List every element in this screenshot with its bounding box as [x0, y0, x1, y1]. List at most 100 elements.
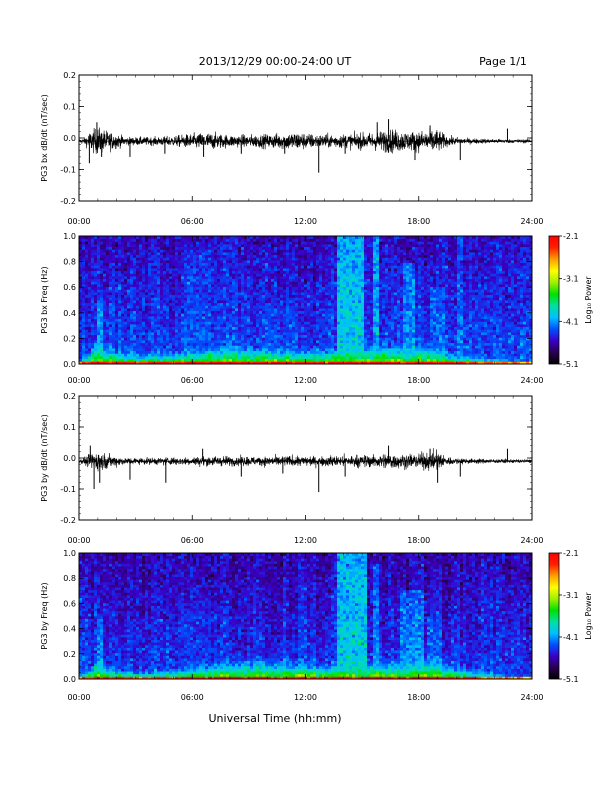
spectrogram-cell: [160, 334, 164, 338]
spectrogram-cell: [190, 332, 194, 336]
spectrogram-cell: [268, 246, 272, 250]
spectrogram-cell: [379, 278, 383, 282]
spectrogram-cell: [373, 318, 377, 322]
spectrogram-cell: [238, 284, 242, 288]
spectrogram-cell: [127, 273, 131, 277]
spectrogram-cell: [229, 292, 233, 296]
spectrogram-cell: [331, 297, 335, 301]
spectrogram-cell: [208, 257, 212, 261]
spectrogram-cell: [139, 361, 143, 365]
spectrogram-cell: [325, 260, 329, 264]
spectrogram-cell: [175, 273, 179, 277]
spectrogram-cell: [295, 292, 299, 296]
spectrogram-cell: [307, 316, 311, 320]
spectrogram-cell: [328, 337, 332, 341]
spectrogram-cell: [301, 260, 305, 264]
spectrogram-cell: [364, 324, 368, 328]
spectrogram-cell: [358, 270, 362, 274]
spectrogram-cell: [103, 260, 107, 264]
spectrogram-cell: [325, 278, 329, 282]
spectrogram-cell: [85, 348, 89, 352]
spectrogram-cell: [208, 241, 212, 245]
spectrogram-cell: [364, 268, 368, 272]
spectrogram-cell: [175, 246, 179, 250]
spectrogram-cell: [292, 270, 296, 274]
spectrogram-cell: [157, 308, 161, 312]
spectrogram-cell: [262, 257, 266, 261]
spectrogram-cell: [349, 321, 353, 325]
spectrogram-cell: [235, 358, 239, 362]
spectrogram-cell: [382, 350, 386, 354]
spectrogram-cell: [235, 300, 239, 304]
spectrogram-cell: [232, 278, 236, 282]
spectrogram-cell: [145, 321, 149, 325]
spectrogram-cell: [136, 326, 140, 330]
spectrogram-cell: [376, 292, 380, 296]
spectrogram-cell: [319, 252, 323, 256]
spectrogram-cell: [346, 358, 350, 362]
spectrogram-cell: [91, 313, 95, 317]
spectrogram-cell: [253, 297, 257, 301]
spectrogram-cell: [103, 356, 107, 360]
spectrogram-cell: [139, 286, 143, 290]
spectrogram-cell: [127, 276, 131, 280]
spectrogram-cell: [373, 260, 377, 264]
spectrogram-cell: [133, 348, 137, 352]
spectrogram-cell: [337, 337, 341, 341]
spectrogram-cell: [88, 257, 92, 261]
spectrogram-cell: [163, 284, 167, 288]
spectrogram-cell: [136, 270, 140, 274]
spectrogram-cell: [178, 337, 182, 341]
spectrogram-cell: [124, 284, 128, 288]
spectrogram-cell: [142, 358, 146, 362]
spectrogram-cell: [166, 340, 170, 344]
spectrogram-cell: [163, 321, 167, 325]
spectrogram-cell: [265, 361, 269, 365]
spectrogram-cell: [376, 273, 380, 277]
spectrogram-cell: [127, 348, 131, 352]
spectrogram-cell: [82, 244, 86, 248]
spectrogram-cell: [196, 289, 200, 293]
spectrogram-cell: [157, 284, 161, 288]
spectrogram-cell: [103, 268, 107, 272]
spectrogram-cell: [166, 310, 170, 314]
spectrogram-cell: [142, 257, 146, 261]
spectrogram-cell: [211, 292, 215, 296]
spectrogram-cell: [214, 324, 218, 328]
spectrogram-cell: [247, 345, 251, 349]
spectrogram-cell: [268, 262, 272, 266]
spectrogram-cell: [127, 292, 131, 296]
spectrogram-cell: [190, 241, 194, 245]
spectrogram-cell: [334, 265, 338, 269]
spectrogram-cell: [223, 238, 227, 242]
spectrogram-cell: [298, 361, 302, 365]
spectrogram-cell: [298, 254, 302, 258]
spectrogram-cell: [370, 300, 374, 304]
spectrogram-cell: [226, 329, 230, 333]
spectrogram-cell: [145, 361, 149, 365]
spectrogram-cell: [133, 305, 137, 309]
spectrogram-cell: [208, 361, 212, 365]
spectrogram-cell: [307, 324, 311, 328]
spectrogram-cell: [322, 268, 326, 272]
spectrogram-cell: [199, 340, 203, 344]
spectrogram-cell: [187, 302, 191, 306]
spectrogram-cell: [274, 289, 278, 293]
spectrogram-cell: [151, 337, 155, 341]
spectrogram-cell: [325, 294, 329, 298]
spectrogram-cell: [343, 329, 347, 333]
spectrogram-cell: [256, 356, 260, 360]
spectrogram-cell: [145, 241, 149, 245]
spectrogram-cell: [82, 356, 86, 360]
spectrogram-cell: [130, 289, 134, 293]
spectrogram-cell: [274, 249, 278, 253]
spectrogram-cell: [109, 310, 113, 314]
spectrogram-cell: [94, 318, 98, 322]
spectrogram-cell: [106, 308, 110, 312]
spectrogram-cell: [328, 324, 332, 328]
spectrogram-cell: [259, 308, 263, 312]
spectrogram-cell: [268, 281, 272, 285]
spectrogram-cell: [355, 273, 359, 277]
spectrogram-cell: [316, 276, 320, 280]
spectrogram-cell: [349, 305, 353, 309]
